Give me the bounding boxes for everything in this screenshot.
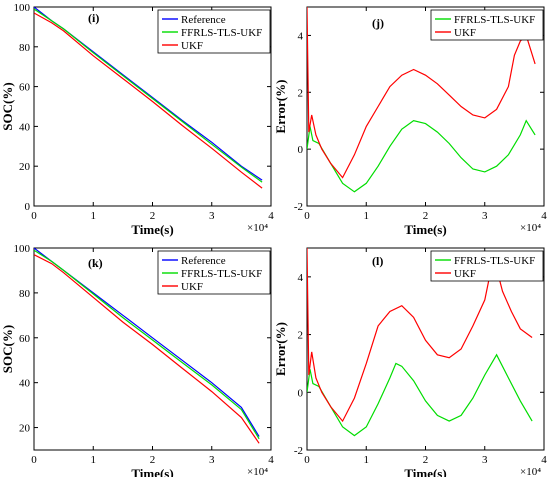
y-tick-label: 40 <box>19 121 31 133</box>
legend-box <box>430 9 544 41</box>
x-tick-label: 0 <box>304 210 310 222</box>
legend-entry: FFRLS-TLS-UKF <box>181 27 262 39</box>
series-line-ukf <box>34 254 260 444</box>
y-tick-label: 20 <box>19 161 31 173</box>
x-tick-label: 2 <box>423 210 429 222</box>
y-tick-label: 0 <box>298 387 304 399</box>
y-tick-label: 2 <box>298 87 304 99</box>
y-tick-label: 100 <box>14 243 31 255</box>
x-axis-label: Time(s) <box>404 222 446 237</box>
y-tick-label: 0 <box>25 201 31 213</box>
x-tick-label: 1 <box>364 210 370 222</box>
chart-panel-2: 0 1 2 3 4 20 40 60 80 100 (k) ReferenceFFRLS-TLS-UK… <box>0 243 274 477</box>
x-tick-label: 3 <box>209 454 215 466</box>
y-tick-label: -2 <box>294 445 303 457</box>
x-tick-label: 3 <box>482 210 488 222</box>
y-tick-label: 2 <box>298 330 304 342</box>
x-tick-label: 1 <box>91 210 97 222</box>
x-tick-label: 3 <box>209 210 215 222</box>
x-tick-label: 3 <box>482 454 488 466</box>
series-line-ukf <box>34 12 263 189</box>
y-axis-label: Error(%) <box>273 80 288 134</box>
legend-entry: UKF <box>454 268 476 280</box>
y-tick-label: 80 <box>19 42 31 54</box>
x-tick-label: 4 <box>541 454 547 466</box>
x-tick-label: 1 <box>364 454 370 466</box>
x-tick-label: 2 <box>423 454 429 466</box>
series-line-ukf <box>307 7 536 179</box>
legend-entry: UKF <box>454 27 476 39</box>
x-tick-label: 2 <box>150 454 156 466</box>
series-line-ffrls-tls-ukf <box>34 8 263 183</box>
legend-entry: FFRLS-TLS-UKF <box>181 268 262 280</box>
y-tick-label: 4 <box>298 272 304 284</box>
y-tick-label: 100 <box>14 2 31 14</box>
x-exponent-label: ×10⁴ <box>520 466 541 477</box>
x-tick-label: 1 <box>91 454 97 466</box>
x-exponent-label: ×10⁴ <box>247 466 268 477</box>
plot-frame <box>306 247 545 451</box>
legend-entry: Reference <box>181 14 226 26</box>
y-axis-label: SOC(%) <box>0 82 15 130</box>
y-tick-label: 4 <box>298 30 304 42</box>
x-exponent-label: ×10⁴ <box>520 222 541 234</box>
x-axis-label: Time(s) <box>131 222 173 237</box>
x-axis-label: Time(s) <box>404 466 446 477</box>
y-tick-label: 0 <box>298 144 304 156</box>
legend-box <box>430 250 544 282</box>
y-tick-label: 60 <box>19 82 31 94</box>
x-tick-label: 0 <box>31 210 37 222</box>
y-axis-label: SOC(%) <box>0 325 15 373</box>
series-line-ffrls-tls-ukf <box>34 249 260 440</box>
legend-entry: FFRLS-TLS-UKF <box>454 14 535 26</box>
x-tick-label: 4 <box>268 454 274 466</box>
x-exponent-label: ×10⁴ <box>247 222 268 234</box>
y-axis-label: Error(%) <box>273 322 288 376</box>
legend-entry: FFRLS-TLS-UKF <box>454 255 535 267</box>
panel-tag: (j) <box>372 16 384 30</box>
x-tick-label: 4 <box>268 210 274 222</box>
y-tick-label: 60 <box>19 333 31 345</box>
y-tick-label: 20 <box>19 423 31 435</box>
x-tick-label: 2 <box>150 210 156 222</box>
x-tick-label: 0 <box>304 454 310 466</box>
y-tick-label: 80 <box>19 288 31 300</box>
legend-entry: UKF <box>181 281 203 293</box>
panel-tag: (l) <box>372 254 383 268</box>
x-tick-label: 4 <box>541 210 547 222</box>
y-tick-label: -2 <box>294 201 303 213</box>
panel-tag: (k) <box>88 256 103 270</box>
x-tick-label: 0 <box>31 454 37 466</box>
legend-entry: Reference <box>181 255 226 267</box>
legend-entry: UKF <box>181 40 203 52</box>
x-axis-label: Time(s) <box>131 466 173 477</box>
panel-tag: (i) <box>88 11 99 25</box>
y-tick-label: 40 <box>19 378 31 390</box>
